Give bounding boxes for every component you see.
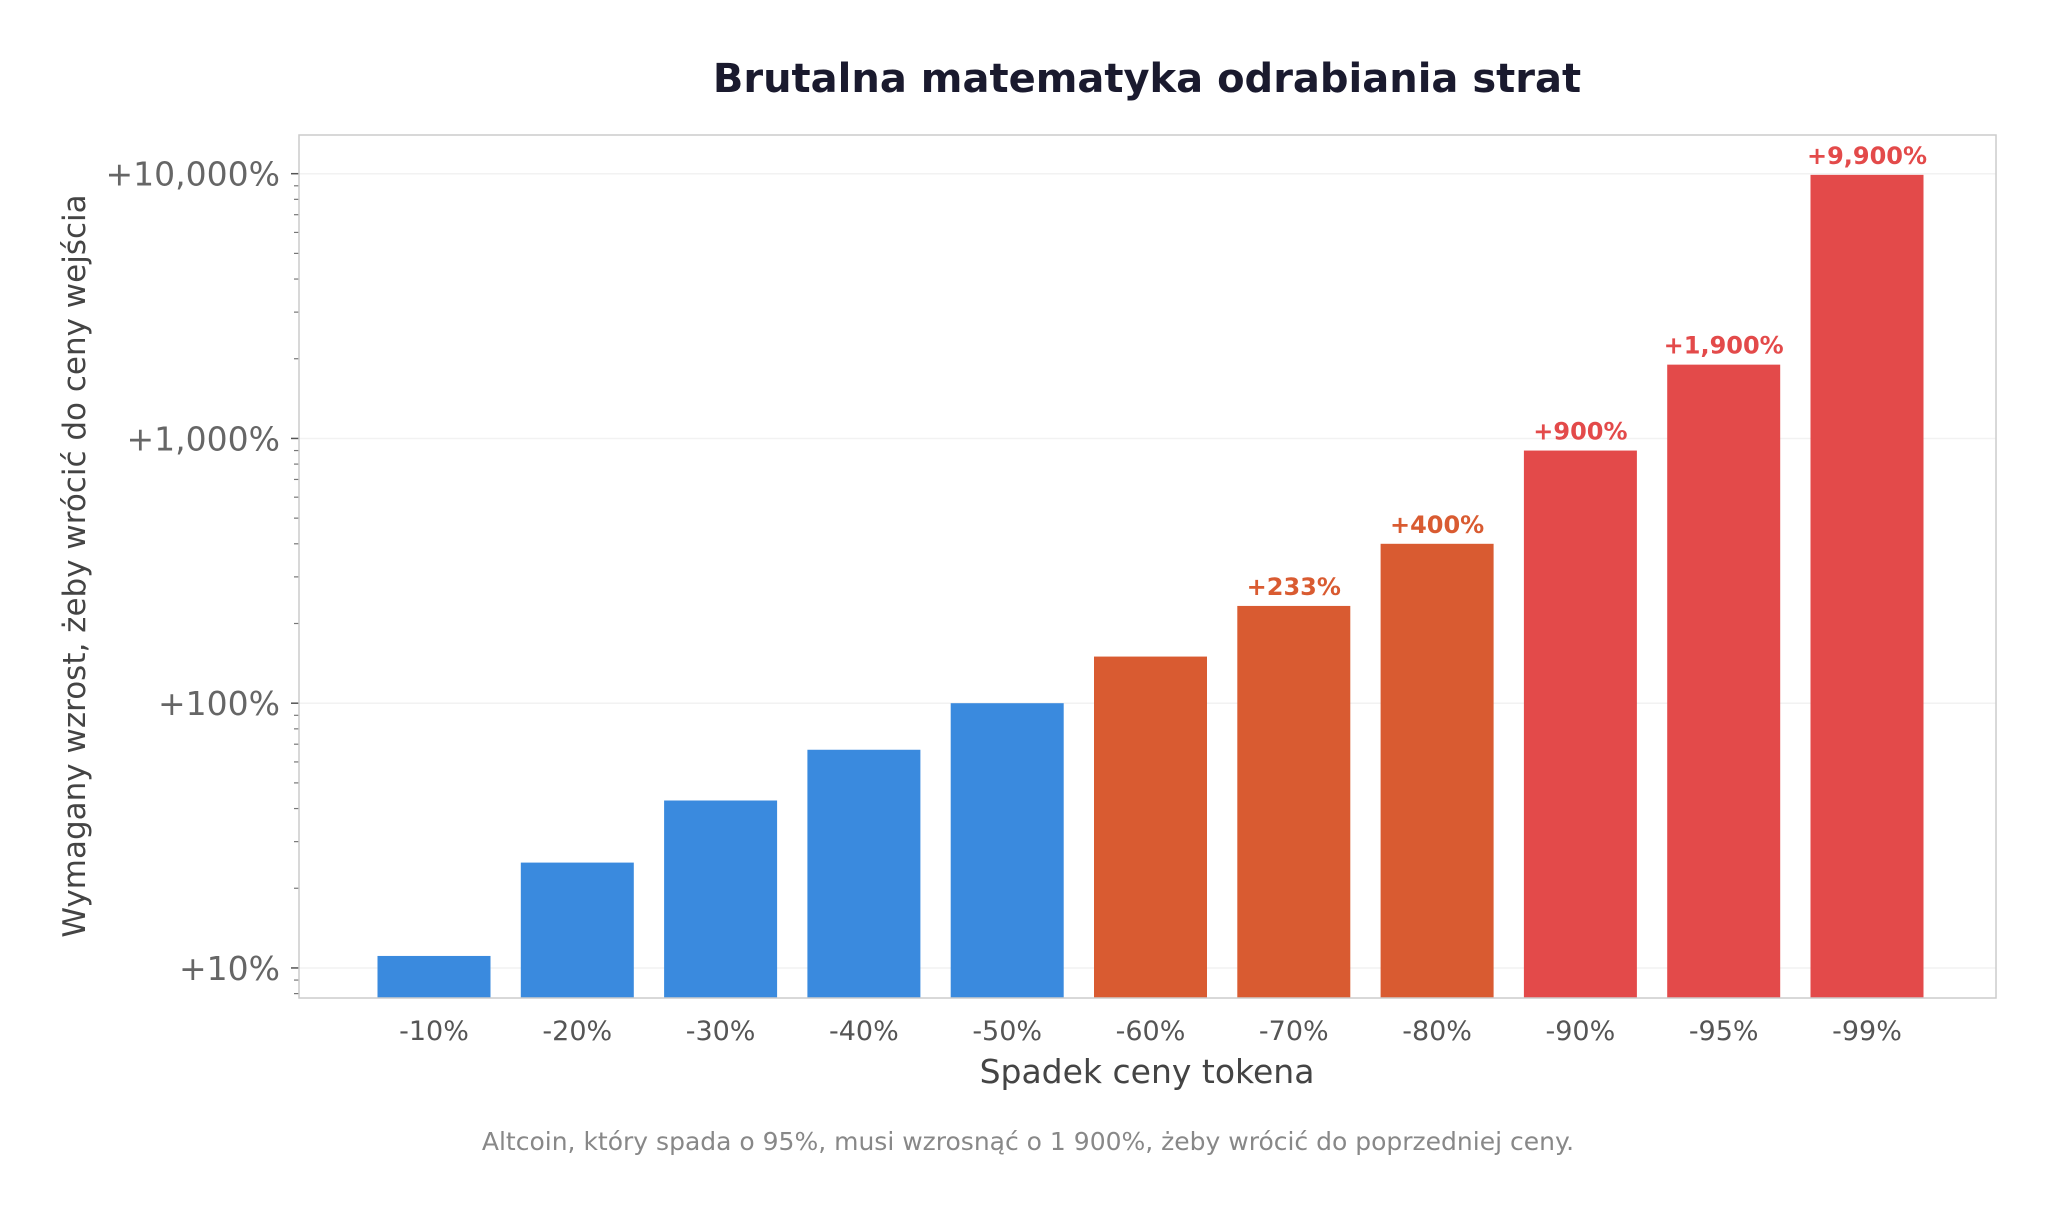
bar	[1237, 605, 1351, 998]
y-minor-ticks	[291, 172, 299, 995]
bar	[807, 749, 921, 998]
bar-data-label: +9,900%	[1807, 142, 1927, 170]
x-tick-label: -40%	[829, 1016, 899, 1047]
bar-data-label: +900%	[1533, 418, 1627, 446]
bar	[1380, 543, 1494, 998]
bar-data-label: +400%	[1390, 511, 1484, 539]
y-axis-label: Wymagany wzrost, żeby wrócić do ceny wej…	[57, 194, 93, 937]
x-tick-label: -99%	[1832, 1016, 1902, 1047]
bar	[950, 703, 1064, 998]
bar	[1810, 174, 1924, 998]
x-tick-label: -80%	[1402, 1016, 1472, 1047]
y-tick-labels: +10% +100% +1,000% +10,000%	[106, 155, 280, 988]
bars	[377, 174, 1924, 998]
x-tick-label: -90%	[1546, 1016, 1616, 1047]
bar	[377, 955, 491, 998]
chart-title: Brutalna matematyka odrabiania strat	[713, 56, 1581, 102]
bar	[1667, 364, 1781, 998]
bar-labels: +233% +400% +900% +1,900% +9,900%	[1247, 142, 1927, 601]
y-tick-label: +10%	[179, 949, 280, 988]
caption: Altcoin, który spada o 95%, musi wzrosną…	[482, 1127, 1574, 1156]
y-tick-label: +100%	[158, 684, 280, 723]
y-tick-label: +1,000%	[127, 419, 280, 458]
plot-frame	[298, 134, 1997, 999]
bar-data-label: +233%	[1247, 573, 1341, 601]
bar	[1094, 656, 1207, 998]
bar	[520, 862, 634, 998]
x-tick-labels: -10% -20% -30% -40% -50% -60% -70% -80% -90% -95%…	[399, 1016, 1902, 1047]
x-axis-label: Spadek ceny tokena	[980, 1052, 1315, 1091]
bar	[1523, 450, 1637, 998]
y-tick-label: +10,000%	[106, 155, 280, 194]
x-tick-label: -50%	[972, 1016, 1042, 1047]
x-tick-label: -10%	[399, 1016, 469, 1047]
x-tick-label: -70%	[1259, 1016, 1329, 1047]
bar	[664, 800, 778, 998]
x-tick-label: -95%	[1689, 1016, 1759, 1047]
bar-data-label: +1,900%	[1664, 332, 1784, 360]
x-tick-label: -30%	[686, 1016, 756, 1047]
x-tick-label: -60%	[1116, 1016, 1186, 1047]
x-tick-label: -20%	[542, 1016, 612, 1047]
